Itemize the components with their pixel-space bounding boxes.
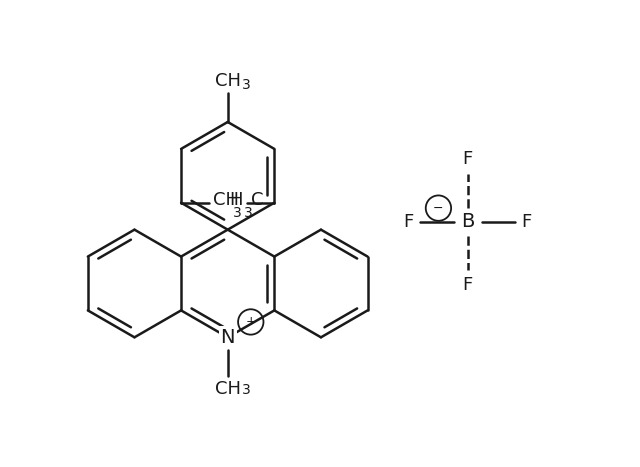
Text: 3: 3	[242, 78, 251, 92]
Text: −: −	[433, 202, 444, 215]
Text: 3: 3	[242, 382, 251, 396]
Text: F: F	[522, 213, 532, 231]
Text: F: F	[404, 213, 414, 231]
Text: 3: 3	[243, 206, 252, 220]
Text: H: H	[229, 191, 243, 209]
Text: C: C	[251, 191, 263, 209]
Text: F: F	[463, 150, 473, 168]
Text: 3: 3	[233, 206, 241, 220]
Text: F: F	[463, 276, 473, 294]
Text: CH: CH	[214, 380, 241, 397]
Text: +: +	[246, 315, 256, 328]
Text: CH: CH	[214, 71, 241, 90]
Text: N: N	[220, 328, 235, 347]
Text: CH: CH	[212, 191, 239, 209]
Text: B: B	[461, 212, 474, 232]
